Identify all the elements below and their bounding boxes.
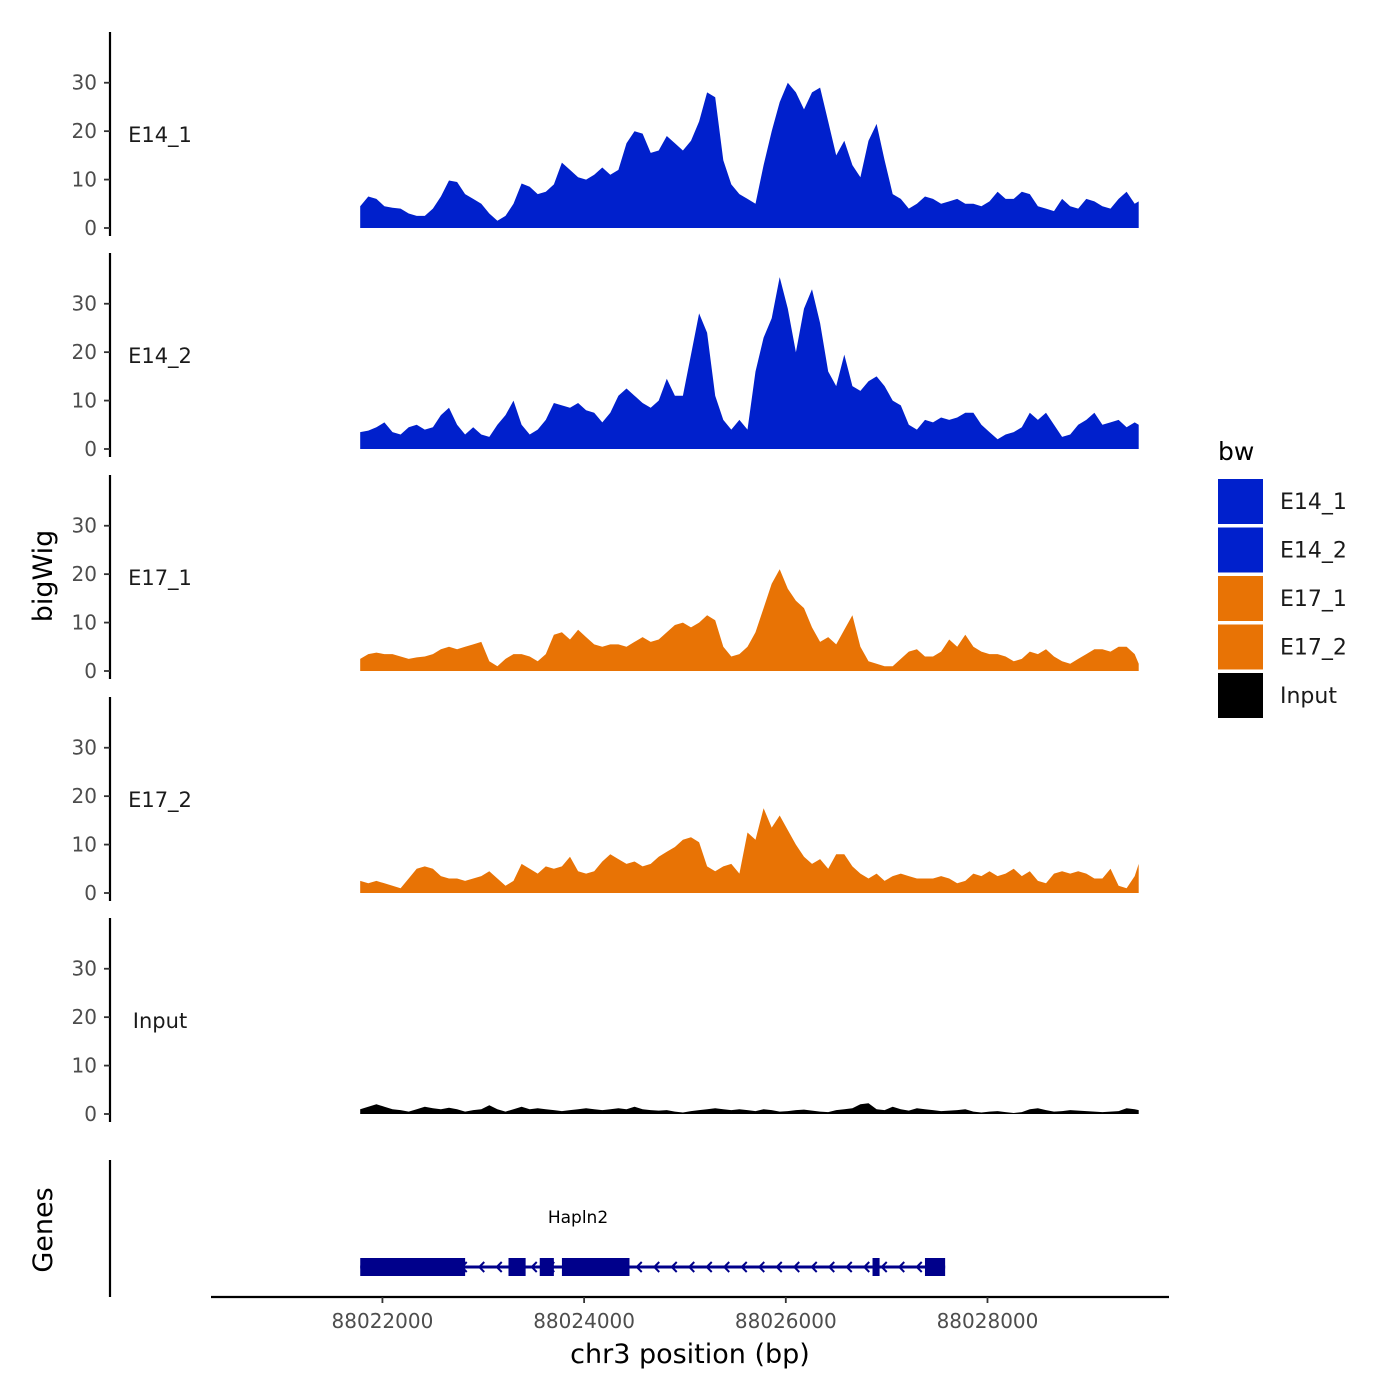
x-axis-title: chr3 position (bp) (570, 1339, 810, 1370)
strand-arrow (915, 1261, 923, 1273)
y-tick-label: 30 (72, 71, 97, 95)
track-label: E17_2 (128, 788, 192, 813)
exon (872, 1258, 880, 1276)
genes-axis-title: Genes (28, 1187, 59, 1272)
y-tick-label: 0 (84, 437, 97, 461)
y-tick-label: 30 (72, 957, 97, 981)
legend-key-E17_2 (1218, 624, 1263, 670)
strand-arrow (635, 1261, 643, 1273)
strand-arrow (740, 1261, 748, 1273)
strand-arrow (880, 1261, 888, 1273)
y-tick-label: 30 (72, 292, 97, 316)
strand-arrow (845, 1261, 853, 1273)
y-tick-label: 30 (72, 514, 97, 538)
signal-area (360, 277, 1139, 449)
legend-label: E17_2 (1280, 636, 1347, 661)
track-label: Input (133, 1009, 187, 1033)
exon (508, 1258, 526, 1276)
legend-key-E14_2 (1218, 527, 1263, 573)
x-tick-label: 88026000 (735, 1309, 837, 1333)
legend: bw E14_1 E14_2 E17_1 E17_2 Input (1218, 437, 1347, 718)
strand-arrow (705, 1261, 713, 1273)
y-tick-label: 30 (72, 736, 97, 760)
track-Input: 0 10 20 30 Input (72, 918, 1139, 1126)
track-E17_1: 0 10 20 30 E17_1 (72, 475, 1139, 683)
strand-arrow (775, 1261, 783, 1273)
y-tick-label: 20 (72, 340, 97, 364)
exon (360, 1258, 466, 1276)
y-axis-title: bigWig (28, 530, 59, 623)
signal-area (360, 808, 1139, 893)
exon (924, 1258, 946, 1276)
legend-key-E14_1 (1218, 479, 1263, 524)
y-tick-label: 20 (72, 562, 97, 586)
y-tick-label: 10 (72, 168, 97, 192)
y-tick-label: 10 (72, 389, 97, 413)
legend-title: bw (1218, 437, 1254, 466)
strand-arrow (687, 1261, 695, 1273)
legend-label: E14_1 (1280, 490, 1347, 515)
strand-arrow (862, 1261, 870, 1273)
x-tick-label: 88024000 (533, 1309, 635, 1333)
legend-key-E17_1 (1218, 576, 1263, 621)
y-tick-label: 0 (84, 1102, 97, 1126)
legend-label: Input (1280, 684, 1337, 709)
signal-area (360, 1103, 1139, 1114)
y-tick-label: 20 (72, 784, 97, 808)
strand-arrow (722, 1261, 730, 1273)
y-tick-label: 20 (72, 119, 97, 143)
strand-arrow (757, 1261, 765, 1273)
gene-panel: Hapln2 (108, 1160, 946, 1297)
x-tick-label: 88028000 (937, 1309, 1039, 1333)
strand-arrow (827, 1261, 835, 1273)
exon (539, 1258, 554, 1276)
track-label: E14_2 (128, 344, 192, 369)
strand-arrow (670, 1261, 678, 1273)
y-tick-label: 0 (84, 659, 97, 683)
strand-arrow (792, 1261, 800, 1273)
track-E17_2: 0 10 20 30 E17_2 (72, 697, 1139, 905)
track-label: E17_1 (128, 566, 192, 591)
signal-area (360, 82, 1139, 228)
exon (561, 1258, 630, 1276)
strand-arrow (897, 1261, 905, 1273)
track-E14_1: 0 10 20 30 E14_1 (72, 32, 1139, 240)
legend-label: E14_2 (1280, 539, 1347, 564)
y-tick-label: 10 (72, 833, 97, 857)
track-label: E14_1 (128, 123, 192, 148)
strand-arrow (495, 1261, 503, 1273)
track-E14_2: 0 10 20 30 E14_2 (72, 253, 1139, 461)
gene-name-label: Hapln2 (548, 1208, 608, 1228)
strand-arrow (477, 1261, 485, 1273)
x-axis: 88022000 88024000 88026000 88028000 (211, 1295, 1169, 1333)
strand-arrow (652, 1261, 660, 1273)
x-tick-label: 88022000 (332, 1309, 434, 1333)
strand-arrow (530, 1261, 538, 1273)
y-tick-label: 0 (84, 881, 97, 905)
y-tick-label: 20 (72, 1005, 97, 1029)
signal-tracks: 0 10 20 30 E14_1 0 10 20 30 E14_2 0 10 20 30 E17_1 0 10 2… (72, 32, 1139, 1126)
legend-label: E17_1 (1280, 587, 1347, 612)
legend-key-Input (1218, 673, 1263, 718)
strand-arrow (810, 1261, 818, 1273)
y-tick-label: 10 (72, 1054, 97, 1078)
signal-area (360, 569, 1139, 671)
y-tick-label: 10 (72, 611, 97, 635)
y-tick-label: 0 (84, 216, 97, 240)
